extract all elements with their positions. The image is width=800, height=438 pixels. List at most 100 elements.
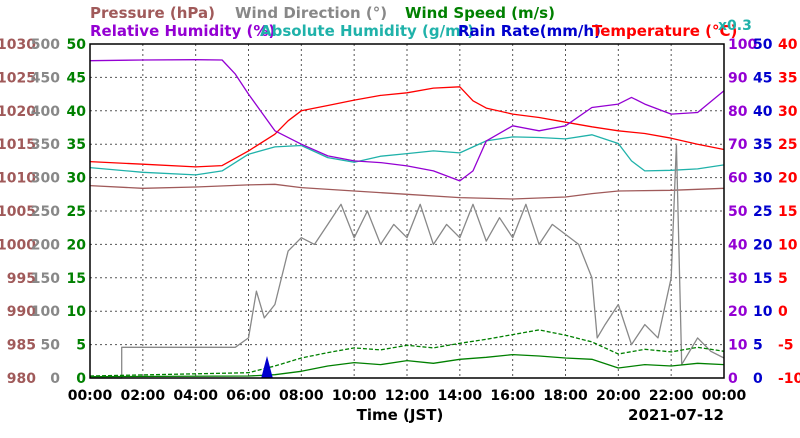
y-tick-temperature: 5 bbox=[778, 271, 788, 287]
y-tick-rain-rate: 30 bbox=[753, 171, 773, 187]
legend-wind-direction: Wind Direction (°) bbox=[235, 4, 387, 22]
y-tick-temperature: -5 bbox=[778, 338, 794, 354]
x-tick-label: 04:00 bbox=[173, 388, 218, 404]
series-wind-direction bbox=[90, 143, 725, 379]
y-tick-rain-rate: 35 bbox=[753, 137, 772, 153]
y-tick-rel-humidity: 20 bbox=[728, 304, 748, 320]
y-tick-pressure: 1030 bbox=[0, 37, 36, 53]
y-tick-wind-speed: 35 bbox=[67, 137, 86, 153]
y-tick-temperature: 0 bbox=[778, 304, 788, 320]
chart-grid bbox=[90, 44, 724, 378]
y-tick-temperature: 25 bbox=[778, 137, 797, 153]
y-tick-temperature: 10 bbox=[778, 237, 798, 253]
x-tick-label: 06:00 bbox=[226, 388, 271, 404]
x-axis-label: Time (JST) bbox=[357, 406, 444, 424]
y-tick-rel-humidity: 70 bbox=[728, 137, 748, 153]
abs-humidity-factor: x0.3 bbox=[718, 18, 752, 34]
y-tick-wind-dir: 350 bbox=[31, 137, 60, 153]
y-tick-rain-rate: 25 bbox=[753, 204, 772, 220]
y-tick-rain-rate: 15 bbox=[753, 271, 772, 287]
y-tick-rel-humidity: 10 bbox=[728, 338, 748, 354]
x-tick-label: 20:00 bbox=[596, 388, 641, 404]
y-tick-pressure: 1010 bbox=[0, 171, 36, 187]
y-tick-wind-speed: 40 bbox=[67, 104, 87, 120]
x-tick-label: 16:00 bbox=[490, 388, 535, 404]
y-tick-rel-humidity: 0 bbox=[728, 371, 738, 387]
y-tick-pressure: 1025 bbox=[0, 70, 36, 86]
y-tick-wind-speed: 45 bbox=[67, 70, 86, 86]
y-tick-temperature: 35 bbox=[778, 70, 797, 86]
y-tick-pressure: 1015 bbox=[0, 137, 36, 153]
y-tick-pressure: 980 bbox=[7, 371, 36, 387]
y-tick-pressure: 1020 bbox=[0, 104, 36, 120]
y-tick-wind-speed: 30 bbox=[67, 171, 87, 187]
y-tick-wind-dir: 50 bbox=[41, 338, 61, 354]
y-tick-pressure: 1005 bbox=[0, 204, 36, 220]
series-wind-speed-gust-m-s bbox=[89, 329, 725, 377]
x-tick-label: 02:00 bbox=[121, 388, 166, 404]
y-tick-temperature: 20 bbox=[778, 171, 798, 187]
y-tick-wind-dir: 100 bbox=[31, 304, 60, 320]
y-tick-wind-speed: 10 bbox=[67, 304, 87, 320]
x-tick-label: 08:00 bbox=[279, 388, 324, 404]
legend-relative-humidity: Relative Humidity (%) bbox=[90, 22, 275, 40]
y-tick-rain-rate: 20 bbox=[753, 237, 773, 253]
y-tick-wind-speed: 25 bbox=[67, 204, 86, 220]
legend-temperature: Temperature (°C) bbox=[592, 22, 737, 40]
y-tick-wind-dir: 300 bbox=[31, 171, 60, 187]
y-tick-pressure: 1000 bbox=[0, 237, 36, 253]
series-relative-humidity bbox=[89, 59, 725, 182]
y-tick-rel-humidity: 90 bbox=[728, 70, 748, 86]
x-tick-label: 18:00 bbox=[543, 388, 588, 404]
y-tick-wind-dir: 450 bbox=[31, 70, 60, 86]
y-tick-wind-speed: 15 bbox=[67, 271, 86, 287]
y-tick-wind-dir: 200 bbox=[31, 237, 60, 253]
legend-absolute-humidity: Absolute Humidity (g/m³) bbox=[260, 22, 474, 40]
y-tick-wind-dir: 500 bbox=[31, 37, 60, 53]
x-tick-label: 12:00 bbox=[385, 388, 430, 404]
y-tick-wind-dir: 0 bbox=[50, 371, 60, 387]
y-tick-rain-rate: 50 bbox=[753, 37, 773, 53]
y-tick-rain-rate: 45 bbox=[753, 70, 772, 86]
y-tick-rel-humidity: 60 bbox=[728, 171, 748, 187]
legend-rain-rate: Rain Rate(mm/h) bbox=[458, 22, 601, 40]
y-tick-rel-humidity: 50 bbox=[728, 204, 748, 220]
x-tick-label: 22:00 bbox=[649, 388, 694, 404]
y-tick-wind-speed: 0 bbox=[76, 371, 86, 387]
y-tick-temperature: 15 bbox=[778, 204, 797, 220]
y-tick-wind-dir: 250 bbox=[31, 204, 60, 220]
date-label: 2021-07-12 bbox=[628, 406, 724, 424]
y-tick-rel-humidity: 40 bbox=[728, 237, 748, 253]
series-absolute-humidity-g-m bbox=[89, 134, 725, 176]
y-tick-pressure: 995 bbox=[7, 271, 36, 287]
y-tick-pressure: 990 bbox=[7, 304, 36, 320]
x-tick-label: 10:00 bbox=[332, 388, 377, 404]
series-wind-speed-m-s bbox=[89, 353, 725, 378]
x-tick-label: 00:00 bbox=[702, 388, 747, 404]
y-tick-rain-rate: 40 bbox=[753, 104, 773, 120]
x-tick-label: 00:00 bbox=[68, 388, 113, 404]
series-pressure-hpa bbox=[89, 183, 725, 200]
axis-ticks: 00:00 02:00 04:00 06:00 08:00 10:00 12:00 14:00… bbox=[0, 37, 800, 404]
y-tick-temperature: -10 bbox=[778, 371, 800, 387]
series-temperature-c bbox=[89, 86, 725, 168]
y-tick-temperature: 30 bbox=[778, 104, 798, 120]
y-tick-rel-humidity: 80 bbox=[728, 104, 748, 120]
y-tick-wind-dir: 400 bbox=[31, 104, 60, 120]
y-tick-rain-rate: 5 bbox=[753, 338, 763, 354]
y-tick-wind-speed: 50 bbox=[67, 37, 87, 53]
y-tick-pressure: 985 bbox=[7, 338, 36, 354]
legend-wind-speed: Wind Speed (m/s) bbox=[405, 4, 555, 22]
series-rain-rate-mm-h bbox=[261, 356, 273, 379]
y-tick-rain-rate: 0 bbox=[753, 371, 763, 387]
plot-frame bbox=[89, 43, 725, 379]
y-tick-temperature: 40 bbox=[778, 37, 798, 53]
legend-pressure: Pressure (hPa) bbox=[90, 4, 215, 22]
y-tick-wind-dir: 150 bbox=[31, 271, 60, 287]
x-tick-label: 14:00 bbox=[438, 388, 483, 404]
y-tick-rain-rate: 10 bbox=[753, 304, 773, 320]
y-tick-wind-speed: 20 bbox=[67, 237, 87, 253]
y-tick-rel-humidity: 30 bbox=[728, 271, 748, 287]
